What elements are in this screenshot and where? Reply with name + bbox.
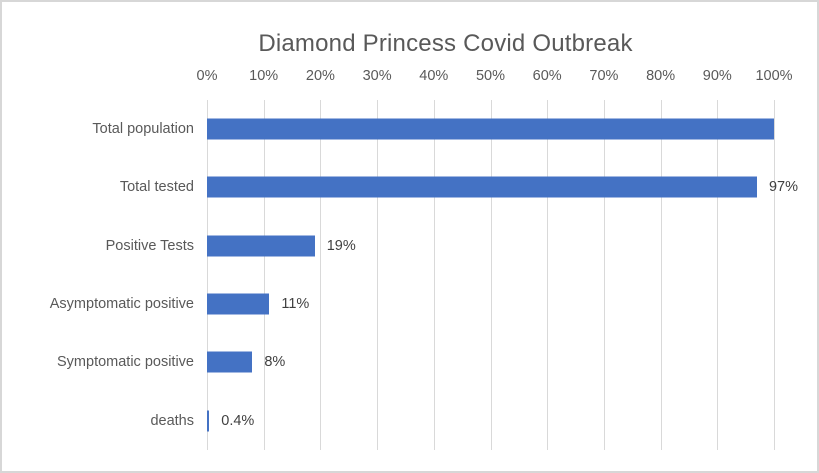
gridline [207, 100, 208, 450]
x-axis-tick-label: 10% [249, 68, 279, 84]
data-label-total-tested: 97% [768, 179, 799, 196]
category-label-total-tested: Total tested [119, 179, 194, 196]
category-label-asymptomatic-positive: Asymptomatic positive [49, 296, 194, 313]
plot-area: 97% 19% 11% 8% 0.4% [207, 100, 798, 450]
bar-row: 0.4% [207, 392, 774, 450]
gridline [320, 100, 322, 450]
data-label-deaths: 0.4% [221, 412, 255, 429]
gridline [547, 100, 549, 450]
gridline [263, 100, 265, 450]
bar-asymptomatic-positive [207, 293, 270, 315]
gridline [377, 100, 379, 450]
bar-total-population [207, 118, 774, 140]
gridline [433, 100, 435, 450]
x-axis-tick-label: 90% [702, 68, 732, 84]
bar-positive-tests [207, 235, 315, 257]
x-axis-tick-label: 0% [196, 68, 218, 84]
gridline [660, 100, 662, 450]
category-label-positive-tests: Positive Tests [105, 237, 194, 254]
x-axis-tick-label: 50% [475, 68, 506, 84]
x-axis-tick-label: 20% [305, 68, 335, 84]
bar-row: 19% [207, 217, 774, 275]
bar-symptomatic-positive [207, 351, 253, 373]
gridline [603, 100, 605, 450]
bar-total-tested [207, 176, 757, 198]
x-axis: 0% 10% 20% 30% 40% 50% 60% 70% 80% 90% 100% [197, 68, 793, 88]
category-label-total-population: Total population [92, 121, 194, 138]
bar-row: 97% [207, 158, 798, 216]
bar-row: 11% [207, 275, 774, 333]
gridline [717, 100, 719, 450]
data-label-asymptomatic-positive: 11% [281, 296, 310, 313]
x-axis-tick-label: 40% [419, 68, 449, 84]
category-label-symptomatic-positive: Symptomatic positive [57, 354, 194, 371]
bar-rows: 97% 19% 11% 8% 0.4% [207, 100, 798, 450]
x-axis-tick-label: 30% [362, 68, 392, 84]
x-axis-tick-label: 80% [646, 68, 676, 84]
gridline [774, 100, 775, 450]
y-axis-category-labels: Total population Total tested Positive Tes… [2, 100, 194, 450]
bar-deaths [207, 410, 210, 432]
x-axis-tick-label: 70% [589, 68, 619, 84]
data-label-positive-tests: 19% [326, 237, 356, 254]
data-label-symptomatic-positive: 8% [264, 354, 286, 371]
chart-title: Diamond Princess Covid Outbreak [258, 30, 633, 57]
bar-row [207, 100, 774, 158]
bar-row: 8% [207, 333, 774, 391]
x-axis-tick-label: 100% [755, 68, 793, 84]
category-label-deaths: deaths [150, 412, 194, 429]
gridline [490, 100, 492, 450]
x-axis-tick-label: 60% [532, 68, 562, 84]
